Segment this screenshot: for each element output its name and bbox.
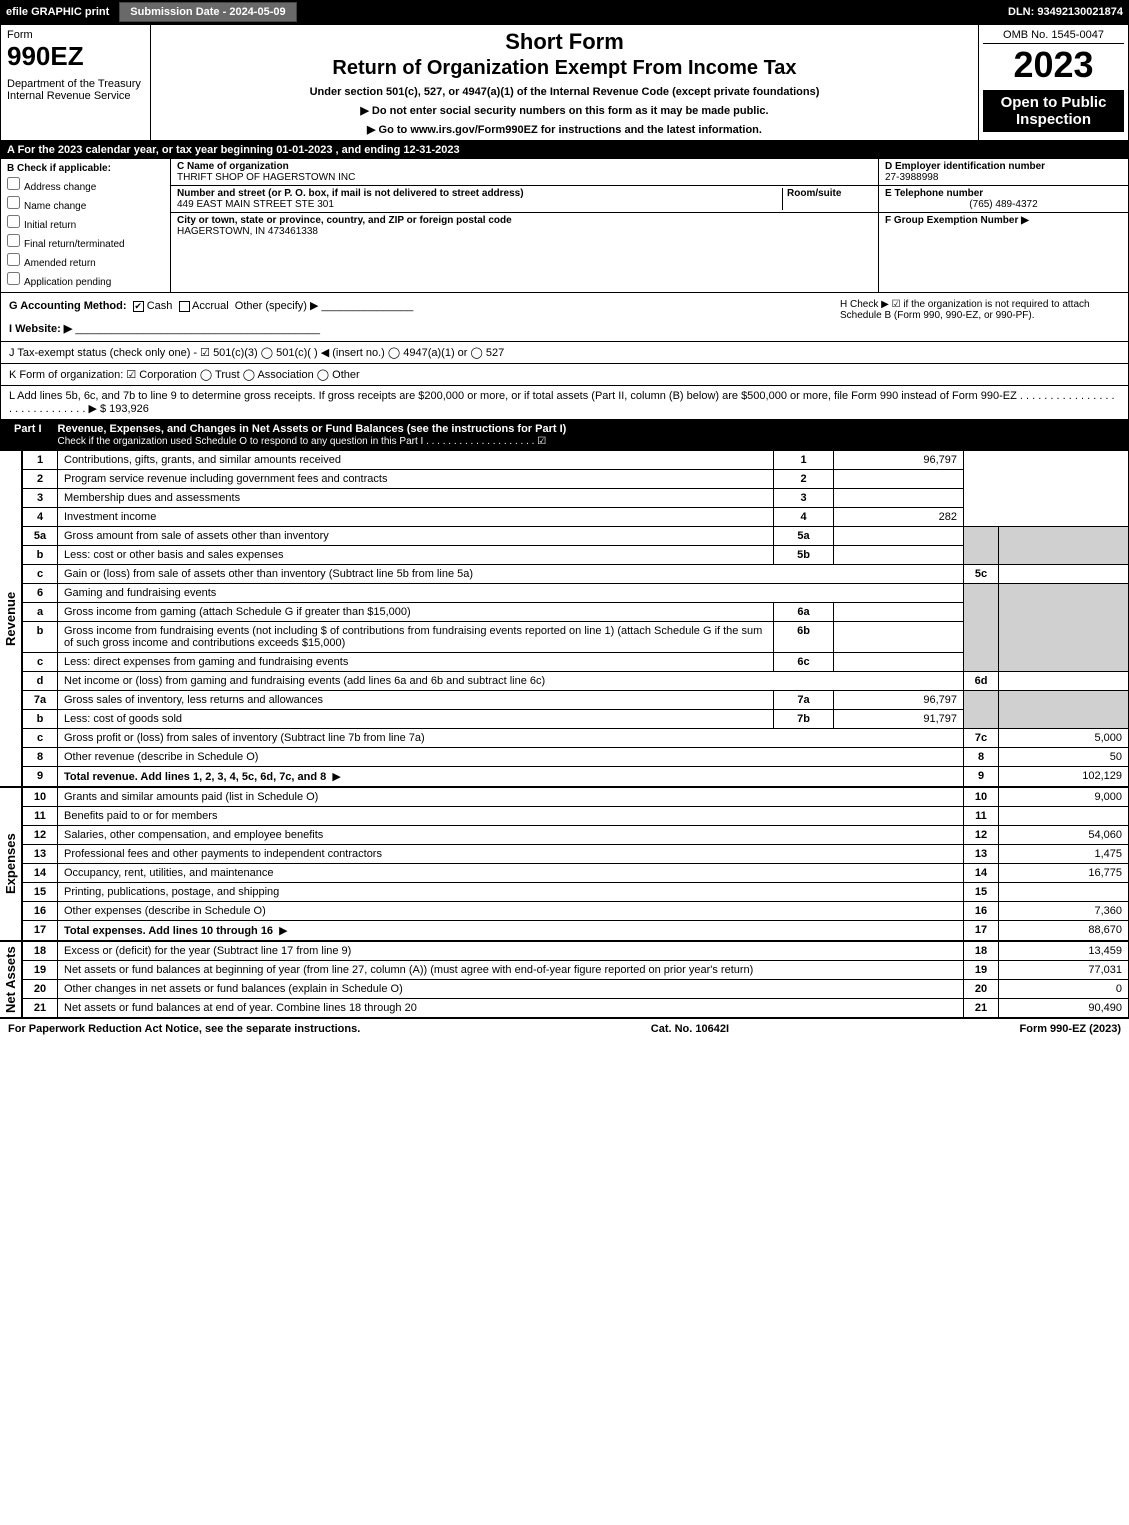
column-b: B Check if applicable: Address change Na…	[1, 159, 171, 292]
tax-year: 2023	[983, 44, 1124, 86]
expenses-table: 10Grants and similar amounts paid (list …	[22, 787, 1129, 941]
subtitle-1: Under section 501(c), 527, or 4947(a)(1)…	[161, 86, 968, 98]
column-c: C Name of organization THRIFT SHOP OF HA…	[171, 159, 878, 292]
net-assets-side-label: Net Assets	[0, 941, 22, 1018]
org-name: THRIFT SHOP OF HAGERSTOWN INC	[177, 172, 355, 183]
dln: DLN: 93492130021874	[1008, 6, 1123, 18]
footer-left: For Paperwork Reduction Act Notice, see …	[8, 1023, 360, 1035]
form-number: 990EZ	[7, 41, 144, 72]
tax-exempt-status-row: J Tax-exempt status (check only one) - ☑…	[0, 342, 1129, 364]
title-short-form: Short Form	[161, 29, 968, 55]
revenue-side-label: Revenue	[0, 450, 22, 787]
phone-label: E Telephone number	[885, 188, 983, 199]
header-center: Short Form Return of Organization Exempt…	[151, 25, 978, 140]
part-title: Revenue, Expenses, and Changes in Net As…	[58, 423, 567, 435]
net-assets-section: Net Assets 18Excess or (deficit) for the…	[0, 941, 1129, 1018]
dept-label: Department of the Treasury Internal Reve…	[7, 78, 144, 102]
expenses-side-label: Expenses	[0, 787, 22, 941]
part-number: Part I	[8, 423, 48, 447]
city-label: City or town, state or province, country…	[177, 215, 512, 226]
form-label: Form	[7, 29, 144, 41]
page-footer: For Paperwork Reduction Act Notice, see …	[0, 1018, 1129, 1039]
cash-checkbox[interactable]	[133, 301, 144, 312]
final-return-checkbox[interactable]: Final return/terminated	[7, 234, 164, 250]
room-label: Room/suite	[787, 188, 841, 199]
revenue-section: Revenue 1Contributions, gifts, grants, a…	[0, 450, 1129, 787]
addr-change-checkbox[interactable]: Address change	[7, 177, 164, 193]
accounting-method-row: G Accounting Method: Cash Accrual Other …	[9, 299, 840, 312]
org-name-label: C Name of organization	[177, 161, 289, 172]
group-exemption-label: F Group Exemption Number ▶	[885, 215, 1029, 226]
website-row: I Website: ▶ ___________________________…	[9, 322, 840, 335]
efile-label: efile GRAPHIC print	[6, 6, 109, 18]
header-left: Form 990EZ Department of the Treasury In…	[1, 25, 151, 140]
street: 449 EAST MAIN STREET STE 301	[177, 199, 334, 210]
part-check-line: Check if the organization used Schedule …	[58, 436, 547, 447]
phone: (765) 489-4372	[885, 199, 1122, 210]
schedule-b-check: H Check ▶ ☑ if the organization is not r…	[840, 299, 1120, 335]
open-to-public: Open to Public Inspection	[983, 90, 1124, 132]
amended-return-checkbox[interactable]: Amended return	[7, 253, 164, 269]
accrual-checkbox[interactable]	[179, 301, 190, 312]
part-1-header: Part I Revenue, Expenses, and Changes in…	[0, 420, 1129, 450]
subtitle-2: ▶ Do not enter social security numbers o…	[161, 104, 968, 117]
net-assets-table: 18Excess or (deficit) for the year (Subt…	[22, 941, 1129, 1018]
omb-number: OMB No. 1545-0047	[983, 29, 1124, 44]
entity-info: B Check if applicable: Address change Na…	[0, 159, 1129, 293]
ein-label: D Employer identification number	[885, 161, 1045, 172]
form-header: Form 990EZ Department of the Treasury In…	[0, 24, 1129, 141]
submission-date-button[interactable]: Submission Date - 2024-05-09	[119, 2, 296, 22]
footer-form: Form 990-EZ (2023)	[1020, 1023, 1121, 1035]
top-bar: efile GRAPHIC print Submission Date - 20…	[0, 0, 1129, 24]
subtitle-3: ▶ Go to www.irs.gov/Form990EZ for instru…	[161, 123, 968, 136]
column-de: D Employer identification number 27-3988…	[878, 159, 1128, 292]
header-right: OMB No. 1545-0047 2023 Open to Public In…	[978, 25, 1128, 140]
name-change-checkbox[interactable]: Name change	[7, 196, 164, 212]
gross-receipts-row: L Add lines 5b, 6c, and 7b to line 9 to …	[0, 386, 1129, 420]
row-ghi: G Accounting Method: Cash Accrual Other …	[0, 293, 1129, 342]
ein: 27-3988998	[885, 172, 938, 183]
footer-cat: Cat. No. 10642I	[651, 1023, 729, 1035]
expenses-section: Expenses 10Grants and similar amounts pa…	[0, 787, 1129, 941]
form-of-org-row: K Form of organization: ☑ Corporation ◯ …	[0, 364, 1129, 386]
street-label: Number and street (or P. O. box, if mail…	[177, 188, 524, 199]
app-pending-checkbox[interactable]: Application pending	[7, 272, 164, 288]
check-if-applicable-label: B Check if applicable:	[7, 163, 164, 174]
city: HAGERSTOWN, IN 473461338	[177, 226, 318, 237]
section-a-taxyear: A For the 2023 calendar year, or tax yea…	[0, 141, 1129, 159]
revenue-table: 1Contributions, gifts, grants, and simil…	[22, 450, 1129, 787]
title-return: Return of Organization Exempt From Incom…	[161, 57, 968, 80]
initial-return-checkbox[interactable]: Initial return	[7, 215, 164, 231]
